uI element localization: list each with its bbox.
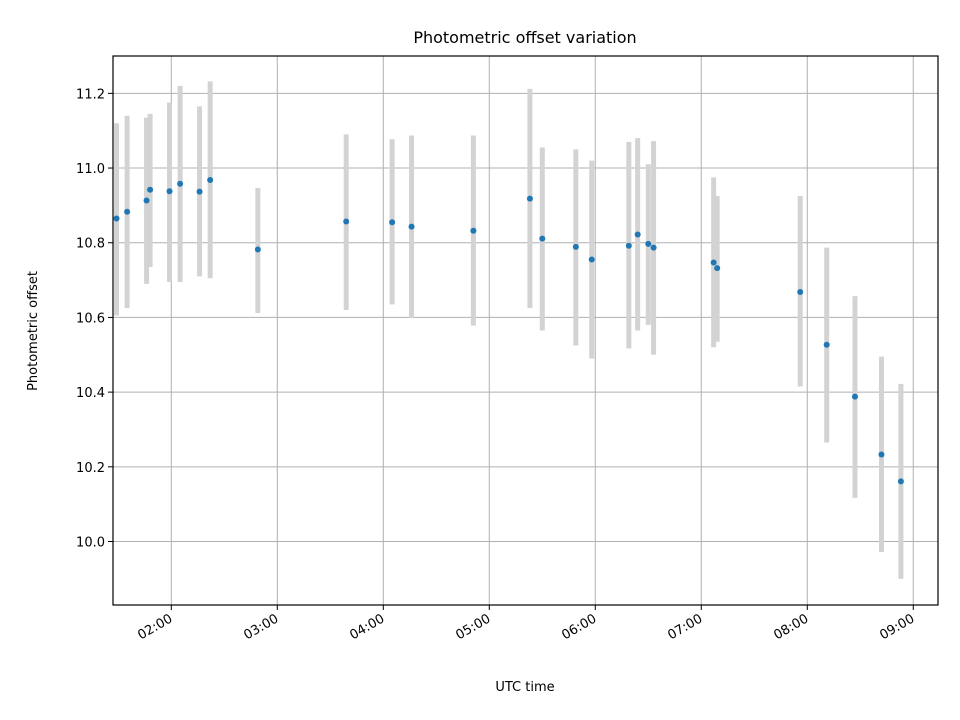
data-point <box>588 256 595 263</box>
data-point <box>408 223 415 230</box>
data-point <box>147 186 154 193</box>
data-point <box>650 244 657 251</box>
y-axis-label: Photometric offset <box>26 271 41 391</box>
data-point <box>851 393 858 400</box>
data-point <box>166 188 173 195</box>
data-point <box>634 231 641 238</box>
y-tick-label: 11.2 <box>76 87 105 102</box>
data-point <box>714 265 721 272</box>
chart-title: Photometric offset variation <box>413 28 636 47</box>
data-point <box>797 289 804 296</box>
data-point <box>823 341 830 348</box>
data-point <box>343 218 350 225</box>
data-point <box>710 259 717 266</box>
data-point <box>897 478 904 485</box>
data-point <box>113 215 120 222</box>
data-point <box>254 246 261 253</box>
data-point <box>207 176 214 183</box>
y-axis-ticks: 10.0 10.2 10.4 10.6 10.8 11.0 11.2 <box>76 87 113 551</box>
y-tick-label: 10.8 <box>76 237 105 252</box>
data-point <box>143 197 150 204</box>
y-tick-label: 10.4 <box>76 386 105 401</box>
y-tick-label: 10.6 <box>76 311 105 326</box>
data-point <box>177 180 184 187</box>
y-tick-label: 10.2 <box>76 461 105 476</box>
data-point <box>389 219 396 226</box>
data-point <box>124 208 131 215</box>
data-point <box>470 227 477 234</box>
data-point <box>572 243 579 250</box>
data-points <box>113 176 904 485</box>
data-point <box>645 240 652 247</box>
y-tick-label: 11.0 <box>76 162 105 177</box>
data-point <box>539 235 546 242</box>
data-point <box>196 188 203 195</box>
x-axis-label: UTC time <box>495 680 554 695</box>
plot-frame <box>112 55 939 606</box>
y-tick-label: 10.0 <box>76 536 105 551</box>
data-point <box>878 451 885 458</box>
data-point <box>625 242 632 249</box>
data-point <box>526 195 533 202</box>
